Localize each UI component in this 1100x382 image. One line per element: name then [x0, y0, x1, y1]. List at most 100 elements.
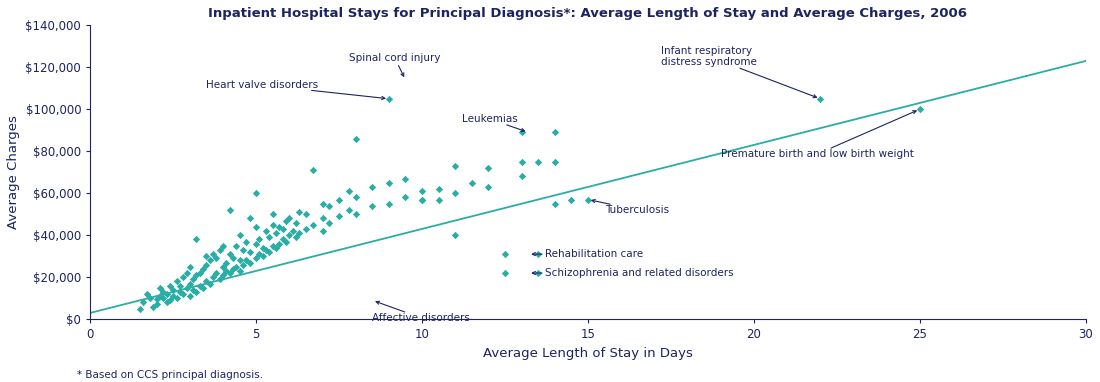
Point [224, 255, 242, 261]
Point [304, 222, 321, 228]
Point [346, 136, 364, 142]
Point [480, 184, 497, 190]
Point [447, 190, 464, 196]
Point [480, 165, 497, 171]
Point [397, 175, 415, 181]
Point [182, 293, 199, 299]
Text: Rehabilitation care: Rehabilitation care [532, 249, 644, 259]
Point [218, 259, 235, 265]
Point [546, 201, 563, 207]
Point [248, 190, 265, 196]
Point [198, 262, 216, 268]
Point [320, 203, 338, 209]
Point [314, 215, 331, 222]
Title: Inpatient Hospital Stays for Principal Diagnosis*: Average Length of Stay and Av: Inpatient Hospital Stays for Principal D… [209, 7, 968, 20]
Point [267, 230, 285, 236]
Point [164, 293, 182, 299]
Point [546, 159, 563, 165]
Point [340, 188, 358, 194]
Point [154, 289, 172, 295]
Point [277, 238, 295, 244]
Point [546, 129, 563, 135]
Point [430, 196, 448, 202]
Point [414, 188, 431, 194]
Point [463, 180, 481, 186]
Point [267, 245, 285, 251]
Point [201, 257, 219, 264]
Point [211, 276, 229, 282]
Point [198, 278, 216, 285]
Text: Premature birth and low birth weight: Premature birth and low birth weight [720, 111, 916, 159]
Point [264, 211, 282, 217]
Point [248, 241, 265, 247]
Point [330, 196, 348, 202]
Point [201, 280, 219, 286]
Point [496, 251, 514, 257]
Point [529, 251, 547, 257]
Point [340, 207, 358, 213]
Point [447, 163, 464, 169]
Point [141, 295, 158, 301]
Point [195, 285, 212, 291]
Point [280, 232, 298, 238]
Point [147, 296, 165, 302]
Point [172, 283, 189, 289]
Point [214, 272, 232, 278]
Point [290, 230, 308, 236]
Point [191, 283, 209, 289]
Point [580, 196, 597, 202]
Point [290, 209, 308, 215]
Point [175, 291, 192, 297]
Point [205, 251, 222, 257]
Point [274, 236, 292, 243]
Point [257, 247, 275, 253]
Point [280, 215, 298, 222]
Point [221, 207, 239, 213]
Point [513, 159, 530, 165]
Point [172, 289, 189, 295]
Point [144, 304, 162, 310]
Point [167, 278, 185, 285]
Point [314, 228, 331, 234]
Point [134, 299, 152, 306]
Point [167, 295, 185, 301]
Text: Heart valve disorders: Heart valve disorders [207, 80, 385, 100]
Point [911, 106, 928, 112]
Point [271, 224, 288, 230]
Point [287, 220, 305, 226]
Point [188, 272, 206, 278]
Point [284, 228, 301, 234]
Point [175, 274, 192, 280]
Point [182, 280, 199, 286]
Point [151, 293, 168, 299]
Point [330, 213, 348, 219]
Point [346, 194, 364, 201]
Point [513, 129, 530, 135]
Point [211, 247, 229, 253]
Point [363, 184, 381, 190]
Point [214, 243, 232, 249]
Text: * Based on CCS principal diagnosis.: * Based on CCS principal diagnosis. [77, 370, 263, 380]
Point [188, 236, 206, 243]
Point [238, 257, 255, 264]
Point [161, 297, 178, 303]
Point [234, 247, 252, 253]
Point [297, 211, 315, 217]
Point [248, 224, 265, 230]
Point [228, 243, 245, 249]
Point [320, 220, 338, 226]
Point [154, 295, 172, 301]
Point [271, 241, 288, 247]
Point [812, 96, 829, 102]
Point [414, 196, 431, 202]
Point [208, 270, 226, 276]
Text: Spinal cord injury: Spinal cord injury [349, 53, 441, 76]
Point [496, 270, 514, 276]
Point [529, 159, 547, 165]
Point [138, 291, 155, 297]
Point [261, 234, 278, 240]
Point [529, 270, 547, 276]
Point [381, 96, 398, 102]
Point [264, 222, 282, 228]
Point [205, 274, 222, 280]
